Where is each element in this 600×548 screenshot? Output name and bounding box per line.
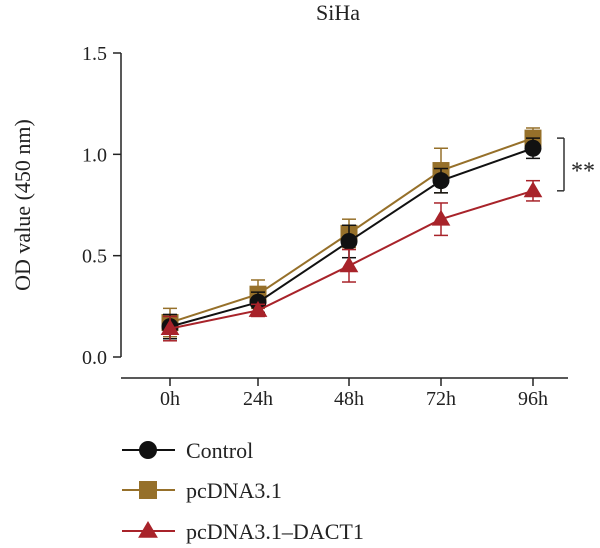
series-pcdna3-1-dact1: [160, 179, 543, 342]
y-tick-label: 0.0: [82, 347, 107, 369]
legend: Control pcDNA3.1 pcDNA3.1–DACT1: [122, 438, 364, 544]
series-control: [161, 137, 542, 340]
chart-title: SiHa: [316, 0, 360, 25]
x-tick-label: 48h: [334, 388, 364, 410]
x-tick-label: 24h: [243, 388, 273, 410]
data-point: [339, 256, 359, 273]
legend-marker: [139, 481, 157, 499]
x-tick-label: 96h: [518, 388, 548, 410]
y-axis-label: OD value (450 nm): [10, 119, 35, 291]
data-point: [523, 181, 543, 198]
data-point: [340, 232, 358, 250]
series-pcdna3-1: [161, 127, 542, 338]
legend-marker: [138, 520, 158, 538]
x-tick-label: 72h: [426, 388, 456, 410]
series-line: [169, 189, 534, 330]
data-point: [524, 139, 542, 157]
series-layer: [160, 127, 543, 342]
data-point: [432, 172, 450, 190]
data-point: [248, 300, 268, 317]
significance-label: **: [571, 158, 595, 184]
legend-label: pcDNA3.1: [186, 478, 282, 503]
significance-bracket: **: [557, 137, 595, 192]
legend-item-pcdna3-1: pcDNA3.1: [122, 478, 282, 503]
legend-label: Control: [186, 438, 253, 463]
data-point: [160, 319, 180, 336]
y-tick-label: 1.0: [82, 144, 107, 166]
legend-item-pcdna3-1-dact1: pcDNA3.1–DACT1: [122, 519, 364, 544]
data-point: [431, 209, 451, 226]
y-tick-label: 1.5: [82, 43, 107, 65]
legend-label: pcDNA3.1–DACT1: [186, 519, 364, 544]
legend-marker: [139, 441, 157, 459]
axes: 0.0 0.5 1.0 1.5 0h 24h 48h 72h 96h: [82, 43, 568, 410]
legend-item-control: Control: [122, 438, 253, 463]
x-tick-label: 0h: [160, 388, 180, 410]
y-tick-label: 0.5: [82, 246, 107, 268]
